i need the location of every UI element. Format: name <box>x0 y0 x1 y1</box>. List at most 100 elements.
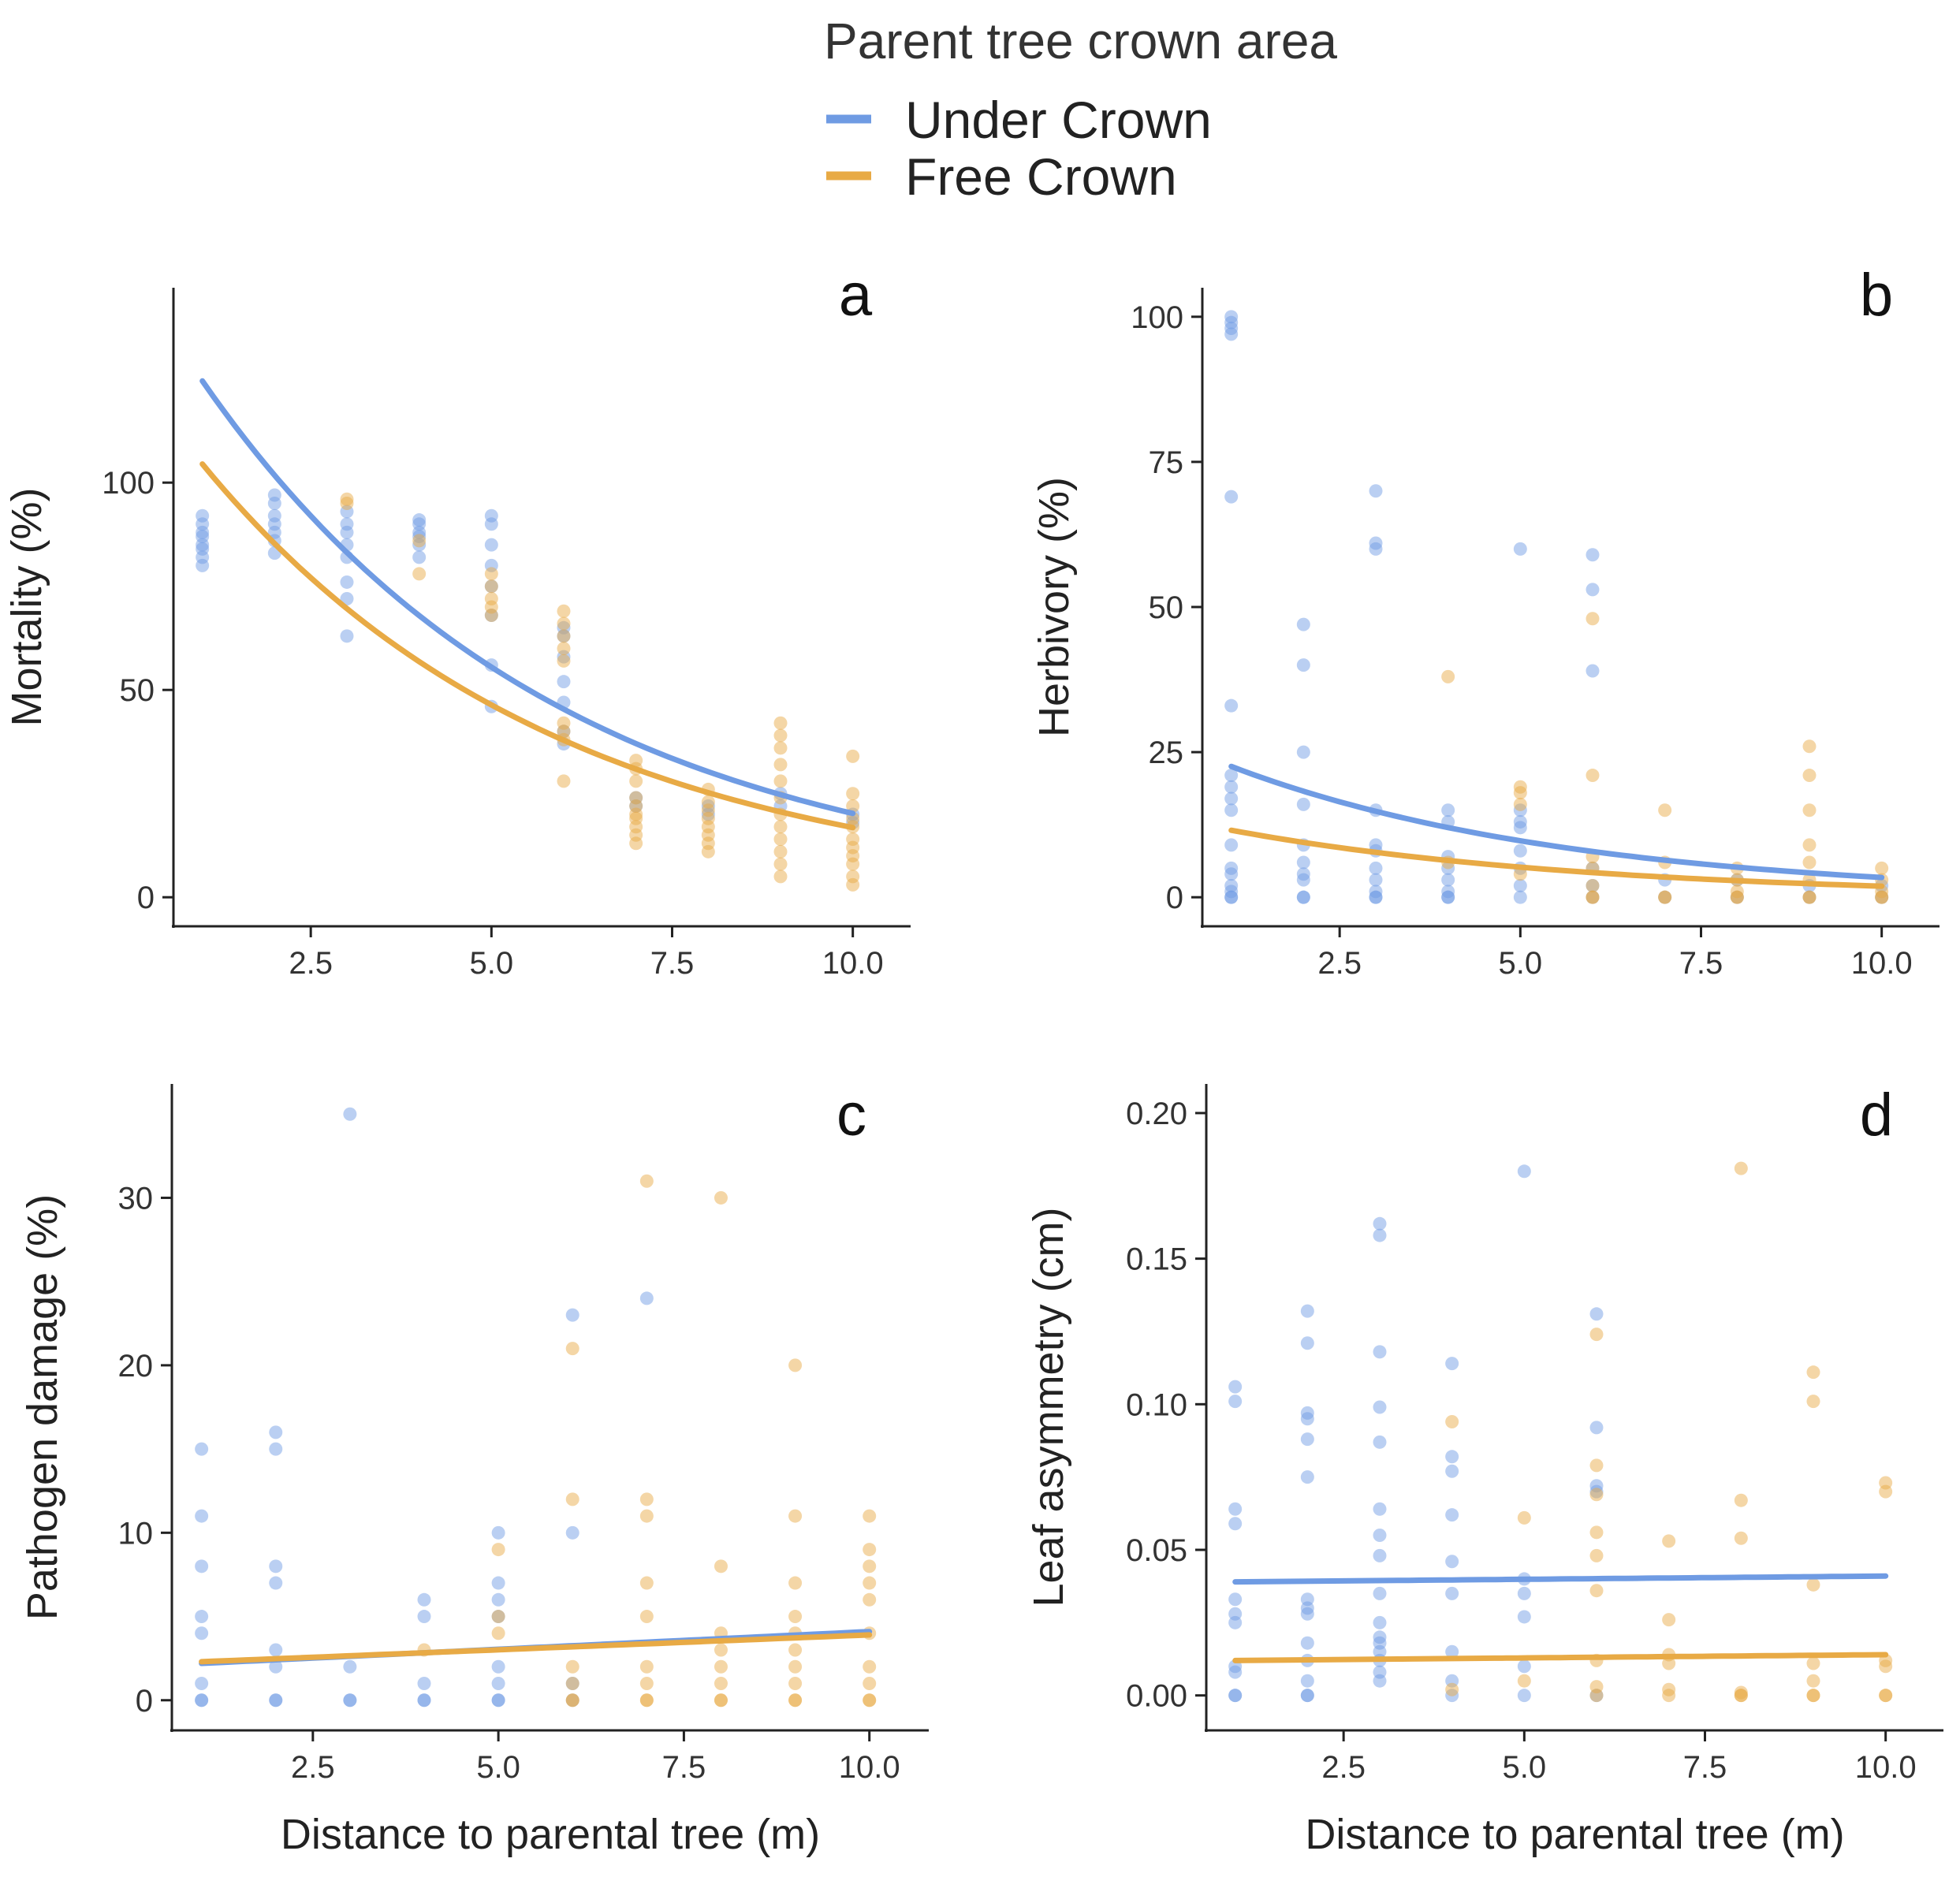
x-tick-label-d-1: 5.0 <box>1503 1750 1547 1785</box>
data-point-free-crown <box>714 1659 728 1674</box>
data-point-under-crown <box>1369 838 1383 852</box>
data-point-under-crown <box>1586 583 1600 597</box>
data-point-under-crown <box>1228 1615 1243 1629</box>
data-point-free-crown <box>557 604 571 618</box>
data-point-free-crown <box>629 828 643 842</box>
data-point-under-crown <box>1296 890 1310 904</box>
data-point-free-crown <box>846 877 860 892</box>
data-point-under-crown <box>1589 1484 1604 1499</box>
data-point-under-crown <box>491 1525 505 1540</box>
data-point-free-crown <box>484 609 498 623</box>
data-point-under-crown <box>1369 484 1383 498</box>
data-point-free-crown <box>1802 890 1817 904</box>
data-point-under-crown <box>1589 1307 1604 1321</box>
data-point-free-crown <box>863 1659 877 1674</box>
data-point-free-crown <box>639 1174 654 1188</box>
data-point-under-crown <box>557 650 571 664</box>
data-point-free-crown <box>714 1190 728 1205</box>
data-point-under-crown <box>412 513 427 527</box>
data-point-free-crown <box>714 1677 728 1691</box>
data-point-under-crown <box>1586 548 1600 562</box>
y-axis-title-d: Leaf asymmetry (cm) <box>1025 1207 1072 1607</box>
legend-title: Parent tree crown area <box>824 13 1337 69</box>
data-point-under-crown <box>1589 1689 1604 1703</box>
data-point-under-crown <box>1224 791 1239 806</box>
data-point-free-crown <box>557 616 571 631</box>
data-point-under-crown <box>1369 861 1383 875</box>
data-point-free-crown <box>1658 890 1672 904</box>
data-point-under-crown <box>1228 1517 1243 1531</box>
fit-line-free-crown-d <box>1232 1652 1889 1663</box>
legend: Parent tree crown area Under Crown Free … <box>824 13 1337 206</box>
data-point-under-crown <box>1513 814 1527 829</box>
data-point-under-crown <box>1373 1630 1387 1644</box>
data-point-under-crown <box>1224 490 1239 504</box>
data-point-free-crown <box>773 774 788 788</box>
data-point-under-crown <box>1513 844 1527 858</box>
data-point-free-crown <box>1658 890 1672 904</box>
data-point-free-crown <box>846 840 860 855</box>
data-point-free-crown <box>863 1559 877 1573</box>
data-point-under-crown <box>1373 1400 1387 1414</box>
y-tick-label-b-2: 50 <box>1149 590 1184 625</box>
y-tick-label-d-0: 0.00 <box>1126 1679 1187 1714</box>
data-point-under-crown <box>1228 1689 1243 1703</box>
y-tick-label-c-3: 30 <box>118 1181 154 1216</box>
data-point-free-crown <box>1589 1525 1604 1540</box>
x-tick-label-c-0: 2.5 <box>291 1750 335 1785</box>
data-point-free-crown <box>1802 739 1817 754</box>
data-point-under-crown <box>1658 890 1672 904</box>
data-point-free-crown <box>340 492 354 506</box>
data-point-under-crown <box>1296 745 1310 759</box>
x-tick-label-a-3: 10.0 <box>822 946 884 981</box>
data-point-under-crown <box>1517 1586 1531 1600</box>
data-point-under-crown <box>269 1643 283 1657</box>
data-point-under-crown <box>1369 890 1383 904</box>
data-point-free-crown <box>565 1693 579 1708</box>
x-tick-label-a-1: 5.0 <box>470 946 514 981</box>
data-point-free-crown <box>1875 861 1889 875</box>
data-point-free-crown <box>1586 890 1600 904</box>
data-point-free-crown <box>565 1342 579 1356</box>
data-point-under-crown <box>340 629 354 643</box>
data-point-free-crown <box>773 832 788 847</box>
data-point-under-crown <box>1228 1380 1243 1394</box>
data-point-free-crown <box>557 642 571 656</box>
panel-c: 0 10 20 30 2.5 5.0 7.5 10.0 Pathogen damage (%) D… <box>19 1082 929 1858</box>
data-point-under-crown <box>1373 1216 1387 1231</box>
data-point-free-crown <box>1441 669 1455 683</box>
y-tick-label-a-2: 100 <box>102 466 155 501</box>
data-point-free-crown <box>773 758 788 772</box>
data-point-under-crown <box>1369 890 1383 904</box>
y-tick-label-a-1: 50 <box>120 673 155 708</box>
data-point-under-crown <box>1517 1659 1531 1674</box>
data-point-under-crown <box>1296 855 1310 870</box>
data-point-under-crown <box>565 1693 579 1708</box>
data-point-under-crown <box>196 508 210 523</box>
data-point-under-crown <box>196 550 210 564</box>
data-point-free-crown <box>714 1559 728 1573</box>
data-point-under-crown <box>1224 803 1239 817</box>
y-tick-label-b-0: 0 <box>1166 881 1183 915</box>
data-point-free-crown <box>773 820 788 834</box>
data-point-under-crown <box>269 1693 283 1708</box>
data-point-free-crown <box>557 654 571 668</box>
data-point-under-crown <box>1373 1345 1387 1359</box>
data-point-free-crown <box>846 849 860 863</box>
data-point-free-crown <box>788 1693 803 1708</box>
data-point-under-crown <box>557 620 571 635</box>
data-point-free-crown <box>1802 890 1817 904</box>
data-point-free-crown <box>557 716 571 730</box>
data-point-under-crown <box>1445 1674 1459 1688</box>
data-point-under-crown <box>557 675 571 689</box>
data-point-under-crown <box>1224 315 1239 330</box>
data-point-free-crown <box>846 749 860 763</box>
x-tick-label-c-2: 7.5 <box>662 1750 706 1785</box>
x-tick-label-c-3: 10.0 <box>839 1750 900 1785</box>
series-under-crown-d <box>1228 1164 1604 1703</box>
data-point-free-crown <box>1879 1476 1893 1490</box>
data-point-free-crown <box>1445 1414 1459 1428</box>
legend-label-under-crown: Under Crown <box>905 91 1212 149</box>
data-point-under-crown <box>1373 1615 1387 1629</box>
data-point-free-crown <box>773 716 788 730</box>
